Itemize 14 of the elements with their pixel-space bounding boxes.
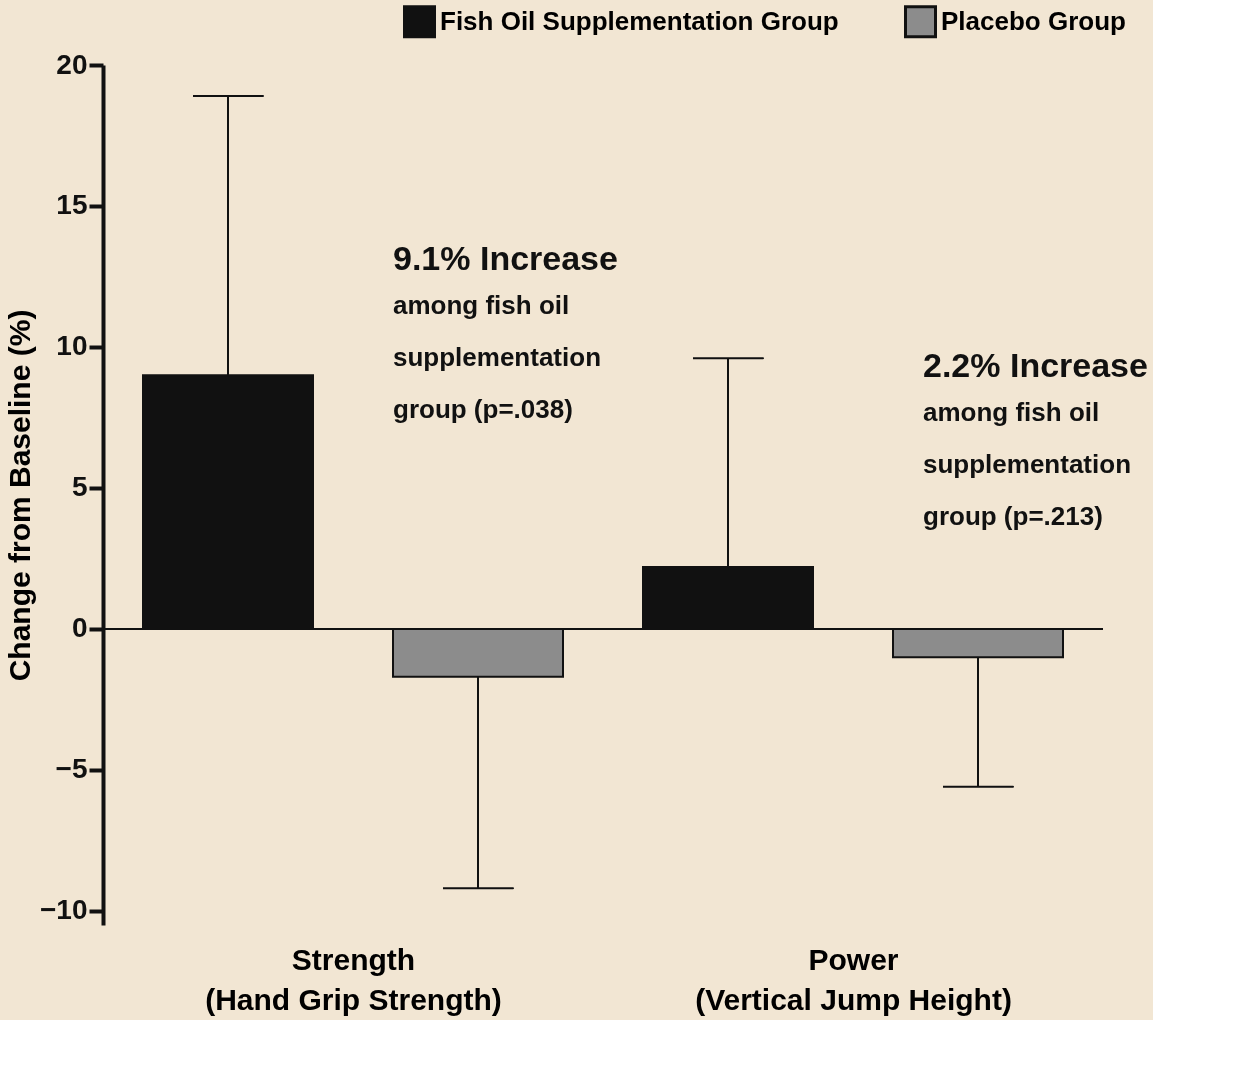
x-tick-label: Strength (Hand Grip Strength) — [205, 942, 502, 1016]
x-tick-label: Power (Vertical Jump Height) — [695, 942, 1012, 1016]
y-tick-label: −10 — [40, 894, 88, 926]
y-tick-label: 15 — [56, 189, 88, 221]
annotation: 9.1% Increase among fish oil supplementation group (p=.038) — [393, 238, 618, 424]
y-tick-label: 20 — [56, 48, 88, 80]
y-tick-label: 10 — [56, 330, 88, 362]
y-tick-label: 5 — [71, 471, 88, 503]
annotation: 2.2% Increase among fish oil supplementation group (p=.213) — [923, 345, 1148, 531]
legend-label: Fish Oil Supplementation Group — [440, 5, 839, 36]
y-axis-title: Change from Baseline (%) — [3, 309, 36, 682]
y-tick-label: −5 — [55, 753, 88, 785]
legend-label: Placebo Group — [941, 5, 1126, 36]
y-tick-label: 0 — [71, 612, 88, 644]
